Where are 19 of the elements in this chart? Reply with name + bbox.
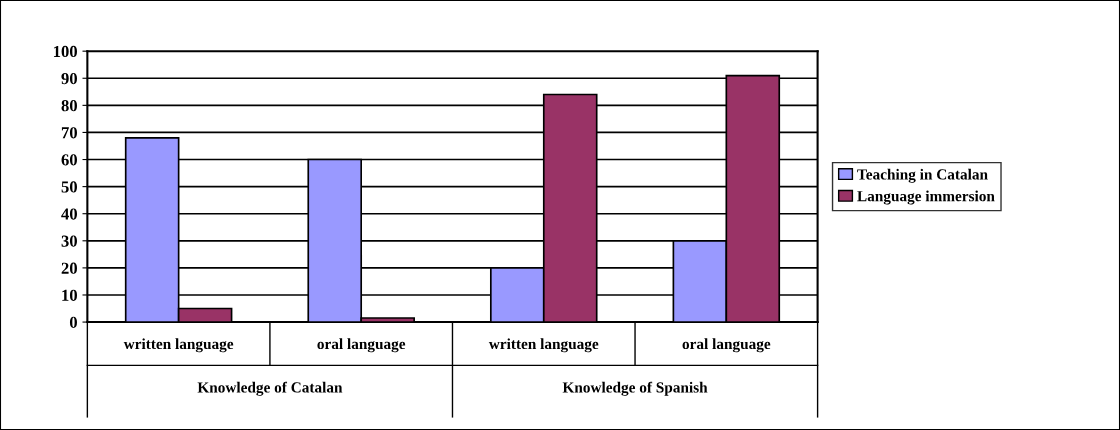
y-tick-label: 50 — [61, 181, 77, 193]
y-tick-label: 30 — [61, 235, 77, 247]
y-tick-label: 100 — [53, 45, 77, 58]
x-tick-label: oral language — [317, 338, 406, 353]
legend-label: Teaching in Catalan — [857, 168, 988, 183]
text: Knowledge of Spanish — [562, 381, 708, 396]
y-tick-label: 60 — [61, 154, 77, 166]
y-tick-label: 80 — [61, 100, 77, 112]
legend-label: Language immersion — [857, 190, 995, 205]
y-tick-label: 20 — [61, 262, 77, 274]
y-tick-label: 0 — [69, 316, 77, 329]
x-tick-label: oral language — [682, 338, 771, 353]
y-tick-label: 90 — [61, 72, 77, 85]
y-tick-label: 10 — [62, 289, 77, 301]
text: Knowledge of Catalan — [197, 381, 343, 396]
x-tick-label: written language — [123, 338, 234, 353]
x-tick-label: written language — [488, 338, 599, 353]
y-tick-label: 40 — [61, 208, 77, 220]
y-tick-label: 70 — [61, 127, 77, 139]
